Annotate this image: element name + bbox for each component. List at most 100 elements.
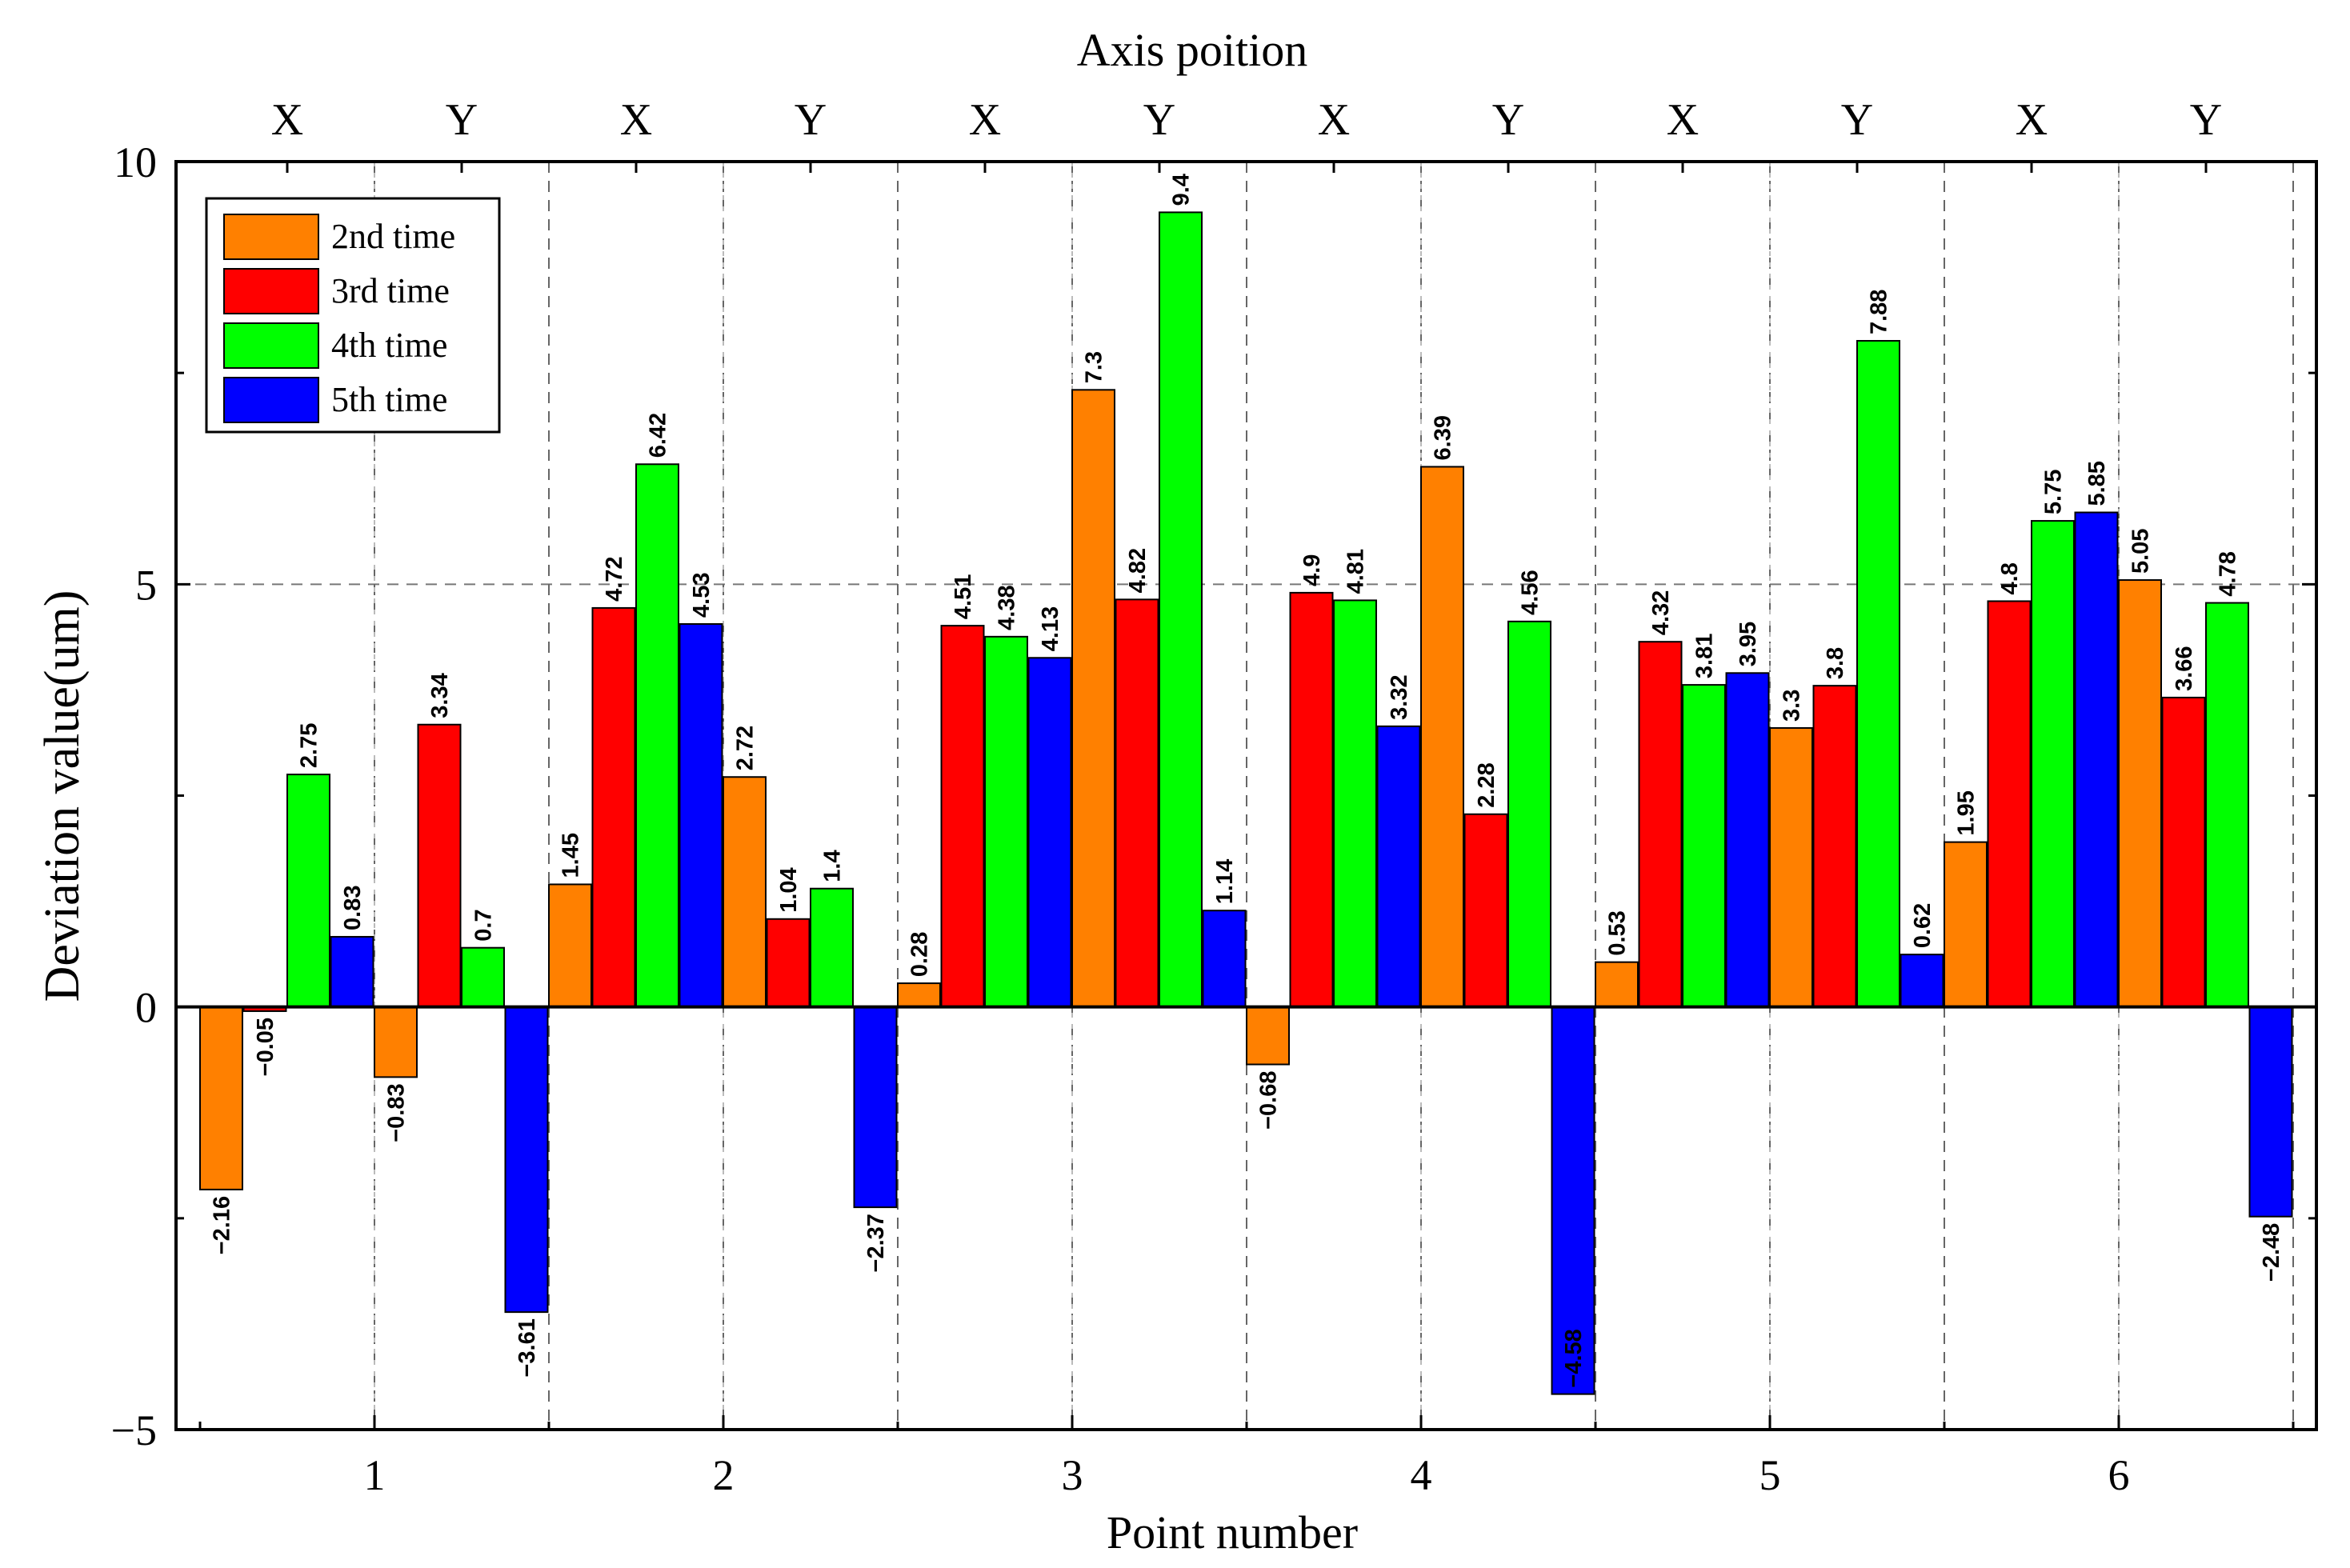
data-label-1-4: 2.72 — [733, 726, 759, 770]
bar-2-5 — [940, 625, 985, 1008]
data-label-4-4: −2.37 — [863, 1214, 889, 1272]
bar-3-2 — [461, 946, 505, 1008]
data-label-3-6: 9.4 — [1169, 174, 1195, 206]
top-tick-label-x: X — [2016, 95, 2048, 145]
top-tick-label-y: Y — [1841, 95, 1873, 145]
bar-1-4 — [723, 776, 767, 1008]
bar-1-7 — [1246, 1006, 1290, 1066]
bar-1-3 — [548, 883, 592, 1008]
data-label-3-10: 7.88 — [1867, 290, 1892, 334]
data-label-3-1: 2.75 — [297, 723, 322, 768]
bar-1-9 — [1595, 961, 1639, 1008]
data-label-3-9: 3.81 — [1692, 634, 1718, 678]
data-label-4-11: 5.85 — [2084, 461, 2110, 506]
data-label-3-7: 4.81 — [1343, 549, 1369, 594]
data-label-2-3: 4.72 — [602, 556, 627, 601]
data-label-2-9: 4.32 — [1648, 590, 1674, 635]
data-label-1-5: 0.28 — [907, 932, 933, 977]
bar-4-2 — [504, 1006, 549, 1314]
data-label-4-12: −2.48 — [2259, 1223, 2284, 1282]
top-tick-label-y: Y — [1143, 95, 1175, 145]
legend-swatch-1 — [223, 214, 319, 260]
bar-1-11 — [1944, 841, 1988, 1008]
bar-3-9 — [1682, 684, 1726, 1008]
data-label-2-8: 2.28 — [1474, 762, 1499, 807]
data-label-2-6: 4.82 — [1125, 548, 1151, 593]
y-axis-label: Deviation value(um) — [35, 590, 90, 1002]
bar-2-4 — [766, 918, 811, 1008]
legend-swatch-4 — [223, 377, 319, 423]
legend-label-2: 3rd time — [331, 271, 450, 310]
data-label-3-12: 4.78 — [2216, 551, 2241, 596]
data-label-2-4: 1.04 — [776, 867, 802, 912]
bar-3-6 — [1159, 211, 1203, 1008]
bar-3-5 — [984, 635, 1028, 1008]
bar-2-6 — [1115, 598, 1159, 1008]
data-label-2-2: 3.34 — [427, 673, 453, 718]
data-label-3-3: 6.42 — [646, 413, 671, 458]
top-tick-label-y: Y — [795, 95, 827, 145]
bar-3-3 — [635, 463, 679, 1008]
y-tick-label: −5 — [111, 1406, 157, 1454]
x-tick-label-point-6: 6 — [2108, 1451, 2130, 1499]
data-label-1-11: 1.95 — [1954, 790, 1980, 835]
top-tick-label-x: X — [271, 95, 303, 145]
bar-4-6 — [1202, 910, 1247, 1008]
data-label-4-3: 4.53 — [689, 573, 715, 618]
bar-4-9 — [1725, 672, 1770, 1008]
legend-swatch-3 — [223, 322, 319, 369]
data-labels-group: −2.16 −0.83 1.45 2.72 0.28 7.3 −0.68 6.39 0.53 3.… — [210, 174, 2285, 1388]
bar-2-10 — [1812, 685, 1857, 1008]
legend-label-1: 2nd time — [331, 217, 455, 256]
bar-4-5 — [1027, 657, 1072, 1008]
data-label-2-5: 4.51 — [951, 574, 976, 619]
data-label-2-1: −0.05 — [253, 1018, 278, 1076]
bar-3-12 — [2205, 602, 2249, 1008]
bar-3-4 — [810, 887, 854, 1008]
data-label-4-9: 3.95 — [1735, 622, 1761, 666]
top-axis-title: Axis poition — [1077, 24, 1307, 76]
bar-1-8 — [1420, 466, 1464, 1008]
data-label-3-4: 1.4 — [820, 850, 846, 882]
top-tick-label-y: Y — [1492, 95, 1524, 145]
x-tick-label-point-2: 2 — [713, 1451, 735, 1499]
data-label-1-3: 1.45 — [558, 833, 584, 878]
bar-1-10 — [1769, 726, 1813, 1008]
data-label-4-6: 1.14 — [1212, 859, 1238, 904]
top-tick-label-x: X — [620, 95, 652, 145]
data-label-4-5: 4.13 — [1038, 606, 1063, 651]
bar-3-7 — [1333, 599, 1377, 1008]
top-tick-label-x: X — [1318, 95, 1350, 145]
legend-label-4: 5th time — [331, 380, 447, 419]
bar-4-7 — [1376, 725, 1421, 1008]
data-label-2-11: 4.8 — [1997, 562, 2023, 594]
axis-ticks — [176, 160, 2316, 1431]
data-label-3-8: 4.56 — [1518, 570, 1543, 614]
legend-label-3: 4th time — [331, 326, 447, 365]
data-label-2-7: 4.9 — [1299, 554, 1325, 586]
x-tick-label-point-4: 4 — [1411, 1451, 1432, 1499]
bar-4-1 — [330, 935, 374, 1008]
data-label-1-6: 7.3 — [1082, 351, 1107, 383]
bar-1-6 — [1071, 389, 1115, 1008]
data-label-2-10: 3.8 — [1823, 647, 1848, 679]
bar-1-2 — [374, 1006, 418, 1078]
bar-1-12 — [2118, 579, 2162, 1008]
data-label-1-2: −0.83 — [384, 1083, 410, 1142]
bar-4-3 — [679, 622, 723, 1008]
bar-4-4 — [853, 1006, 898, 1209]
data-label-4-2: −3.61 — [514, 1318, 540, 1377]
data-label-3-11: 5.75 — [2041, 470, 2067, 514]
data-label-3-2: 0.7 — [471, 909, 497, 941]
bar-4-12 — [2248, 1006, 2293, 1218]
y-tick-label: 0 — [135, 984, 157, 1032]
x-tick-label-point-5: 5 — [1759, 1451, 1781, 1499]
x-tick-label-point-1: 1 — [364, 1451, 386, 1499]
top-tick-label-y: Y — [2190, 95, 2222, 145]
x-axis-label: Point number — [1107, 1506, 1358, 1558]
top-tick-label-y: Y — [446, 95, 478, 145]
data-label-1-9: 0.53 — [1605, 910, 1631, 955]
bar-2-8 — [1463, 813, 1508, 1008]
y-tick-label: 5 — [135, 561, 157, 609]
bar-3-8 — [1507, 620, 1551, 1008]
